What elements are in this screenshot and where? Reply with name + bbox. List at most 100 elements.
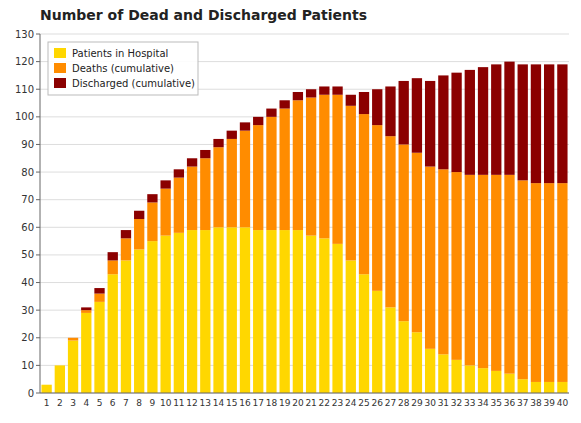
tick-mark <box>36 282 40 283</box>
bar <box>174 178 184 233</box>
bar <box>385 86 395 136</box>
bar <box>240 122 250 130</box>
tick-label: 22 <box>319 398 330 408</box>
bar <box>240 227 250 393</box>
bar <box>412 153 422 333</box>
bar <box>213 139 223 147</box>
tick-label: 15 <box>226 398 237 408</box>
bar <box>200 230 210 393</box>
bar <box>465 365 475 393</box>
bar <box>504 374 514 393</box>
bar <box>306 89 316 97</box>
grid-line <box>40 282 569 283</box>
tick-label: 0 <box>28 388 34 399</box>
bar <box>147 241 157 393</box>
bar <box>557 64 567 183</box>
tick-label: 18 <box>266 398 278 408</box>
tick-mark <box>36 310 40 311</box>
bar <box>280 109 290 231</box>
tick-mark <box>36 337 40 338</box>
bar <box>399 144 409 321</box>
bar <box>187 167 197 231</box>
bar <box>359 114 369 274</box>
bar <box>227 139 237 227</box>
tick-mark <box>36 34 40 35</box>
bar <box>108 260 118 274</box>
bar <box>108 252 118 260</box>
tick-mark <box>36 227 40 228</box>
bar <box>55 365 65 366</box>
bar <box>425 81 435 167</box>
bar <box>478 368 488 393</box>
tick-label: 28 <box>398 398 410 408</box>
bars <box>41 62 567 393</box>
tick-mark <box>36 89 40 90</box>
bar <box>491 175 501 371</box>
bar <box>293 230 303 393</box>
bar <box>266 117 276 230</box>
tick-label: 90 <box>21 139 34 150</box>
tick-label: 60 <box>21 222 34 233</box>
bar <box>425 349 435 393</box>
bar <box>531 64 541 183</box>
tick-label: 36 <box>504 398 516 408</box>
bar <box>240 131 250 228</box>
legend-label: Deaths (cumulative) <box>72 63 174 74</box>
tick-label: 21 <box>305 398 316 408</box>
bar <box>412 332 422 393</box>
bar <box>478 175 488 368</box>
tick-label: 26 <box>372 398 384 408</box>
bar <box>200 150 210 158</box>
tick-label: 30 <box>424 398 436 408</box>
bar <box>531 382 541 393</box>
bar <box>385 307 395 393</box>
chart: Number of Dead and Discharged Patients01… <box>0 0 581 423</box>
tick-label: 2 <box>57 398 63 408</box>
bar <box>372 89 382 125</box>
bar <box>68 341 78 393</box>
bar <box>213 147 223 227</box>
bar <box>346 260 356 393</box>
bar <box>55 365 65 366</box>
bar <box>504 175 514 374</box>
tick-label: 16 <box>239 398 251 408</box>
grid-line <box>40 172 569 173</box>
bar <box>41 384 51 385</box>
tick-label: 24 <box>345 398 357 408</box>
tick-label: 20 <box>21 332 34 343</box>
x-axis: 1234567891011121314151617181920212223242… <box>44 398 569 408</box>
grid-line <box>40 254 569 255</box>
tick-label: 25 <box>358 398 369 408</box>
tick-label: 5 <box>97 398 103 408</box>
bar <box>319 86 329 94</box>
tick-label: 38 <box>530 398 542 408</box>
bar <box>425 167 435 349</box>
bar <box>332 86 342 94</box>
bar <box>438 75 448 169</box>
legend-label: Discharged (cumulative) <box>72 78 195 89</box>
grid-line <box>40 337 569 338</box>
bar <box>94 302 104 393</box>
bar <box>359 92 369 114</box>
bar <box>306 236 316 393</box>
bar <box>399 81 409 145</box>
bar <box>147 194 157 202</box>
grid <box>40 34 569 393</box>
bar <box>438 169 448 354</box>
bar <box>346 95 356 106</box>
tick-label: 11 <box>173 398 184 408</box>
bar <box>160 189 170 236</box>
grid-line <box>40 199 569 200</box>
bar <box>293 100 303 230</box>
tick-label: 19 <box>279 398 291 408</box>
bar <box>504 62 514 175</box>
legend-box <box>48 42 198 95</box>
bar <box>68 337 78 338</box>
bar <box>451 73 461 172</box>
tick-label: 10 <box>160 398 172 408</box>
bar <box>451 172 461 360</box>
tick-mark <box>36 254 40 255</box>
bar <box>557 382 567 393</box>
tick-label: 12 <box>186 398 197 408</box>
bar <box>412 78 422 153</box>
